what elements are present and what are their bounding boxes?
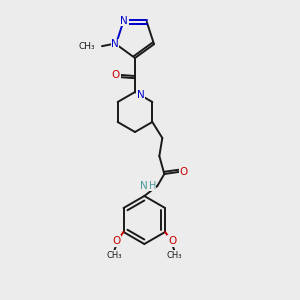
Text: O: O (179, 167, 188, 177)
Text: O: O (168, 236, 176, 246)
Text: N: N (140, 181, 147, 191)
Text: H: H (148, 181, 156, 191)
Text: O: O (112, 70, 120, 80)
Text: N: N (120, 16, 128, 26)
Text: N: N (111, 39, 119, 49)
Text: CH₃: CH₃ (78, 42, 95, 51)
Text: O: O (112, 236, 121, 246)
Text: N: N (137, 90, 145, 100)
Text: CH₃: CH₃ (167, 250, 182, 260)
Text: CH₃: CH₃ (107, 250, 122, 260)
